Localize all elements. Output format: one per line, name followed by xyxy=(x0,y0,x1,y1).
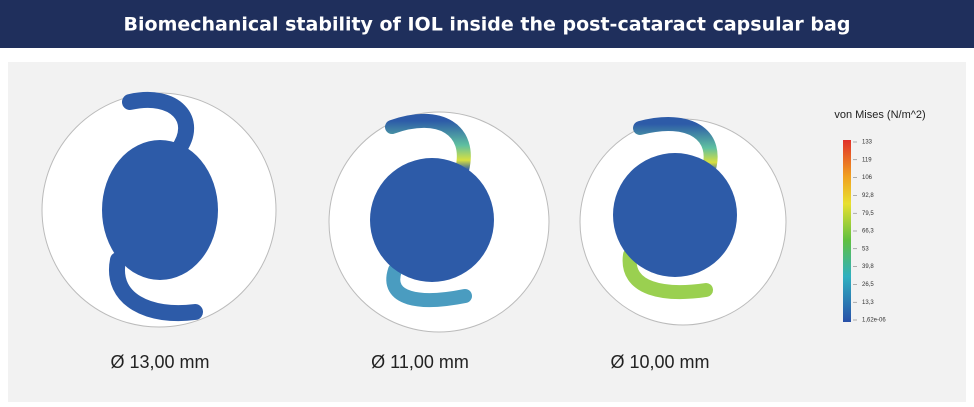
colorbar-label: 53 xyxy=(862,246,869,252)
colorbar xyxy=(843,140,851,322)
colorbar-label: 13,3 xyxy=(862,300,874,306)
colorbar-title: von Mises (N/m^2) xyxy=(834,109,925,121)
lens-panel xyxy=(42,93,276,327)
colorbar-label: 106 xyxy=(862,175,873,181)
colorbar-label: 66,3 xyxy=(862,229,874,235)
colorbar-label: 92,8 xyxy=(862,193,874,199)
colorbar-label: 133 xyxy=(862,140,873,146)
colorbar-label: 119 xyxy=(862,157,872,163)
diameter-label: Ø 11,00 mm xyxy=(371,352,469,372)
lens-panel xyxy=(329,112,549,332)
colorbar-label: 26,5 xyxy=(862,282,874,288)
diameter-label: Ø 13,00 mm xyxy=(110,352,209,372)
header-title: Biomechanical stability of IOL inside th… xyxy=(124,14,851,36)
optic xyxy=(370,158,494,282)
diameter-label: Ø 10,00 mm xyxy=(610,352,709,372)
colorbar-label: 39,8 xyxy=(862,264,874,270)
optic xyxy=(613,153,737,277)
figure: Biomechanical stability of IOL inside th… xyxy=(0,0,974,407)
colorbar-label: 1,62e-06 xyxy=(862,318,886,324)
optic xyxy=(102,140,218,280)
lens-panel xyxy=(580,119,786,325)
colorbar-label: 79,5 xyxy=(862,211,874,217)
